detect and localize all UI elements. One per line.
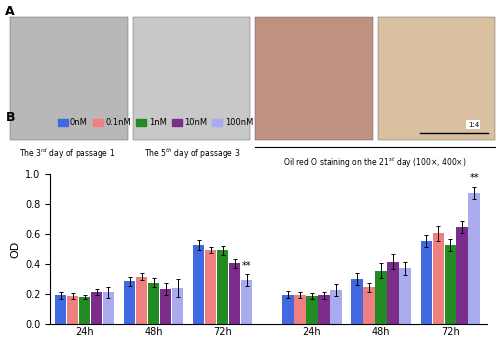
Legend: 0nM, 0.1nM, 1nM, 10nM, 100nM: 0nM, 0.1nM, 1nM, 10nM, 100nM [54,115,256,131]
Bar [132,17,250,140]
Text: B: B [6,111,16,124]
Bar [241,280,252,324]
Text: Oil red O staining on the 21$^{st}$ day (100×, 400×): Oil red O staining on the 21$^{st}$ day … [283,155,467,169]
Bar [205,250,216,324]
Bar [103,293,114,324]
Bar [124,281,136,324]
Bar [255,17,372,140]
Bar [352,279,363,324]
Bar [148,283,160,324]
Bar [318,295,330,324]
Bar [376,271,387,324]
Bar [378,17,495,140]
Bar [432,233,444,324]
Text: The 3$^{rd}$ day of passage 1: The 3$^{rd}$ day of passage 1 [20,147,116,161]
Bar [229,263,240,324]
Text: **: ** [470,173,479,183]
Bar [400,268,411,324]
Bar [468,193,480,324]
Bar [136,277,147,324]
Bar [160,289,172,324]
Bar [193,245,204,324]
Text: **: ** [242,261,252,271]
Bar [172,288,184,324]
Bar [330,290,342,324]
Bar [282,295,294,324]
Bar [79,297,90,324]
Bar [364,287,375,324]
Text: 1:4: 1:4 [468,122,479,128]
Bar [55,295,66,324]
Bar [294,295,306,324]
Bar [456,227,468,324]
Bar [10,17,128,140]
Bar [217,250,228,324]
Y-axis label: OD: OD [10,240,20,257]
Bar [67,296,78,324]
Bar [306,296,318,324]
Bar [420,241,432,324]
Bar [444,245,456,324]
Text: The 5$^{th}$ day of passage 3: The 5$^{th}$ day of passage 3 [144,147,240,161]
Bar [388,262,399,324]
Bar [91,293,102,324]
Text: A: A [5,5,15,18]
